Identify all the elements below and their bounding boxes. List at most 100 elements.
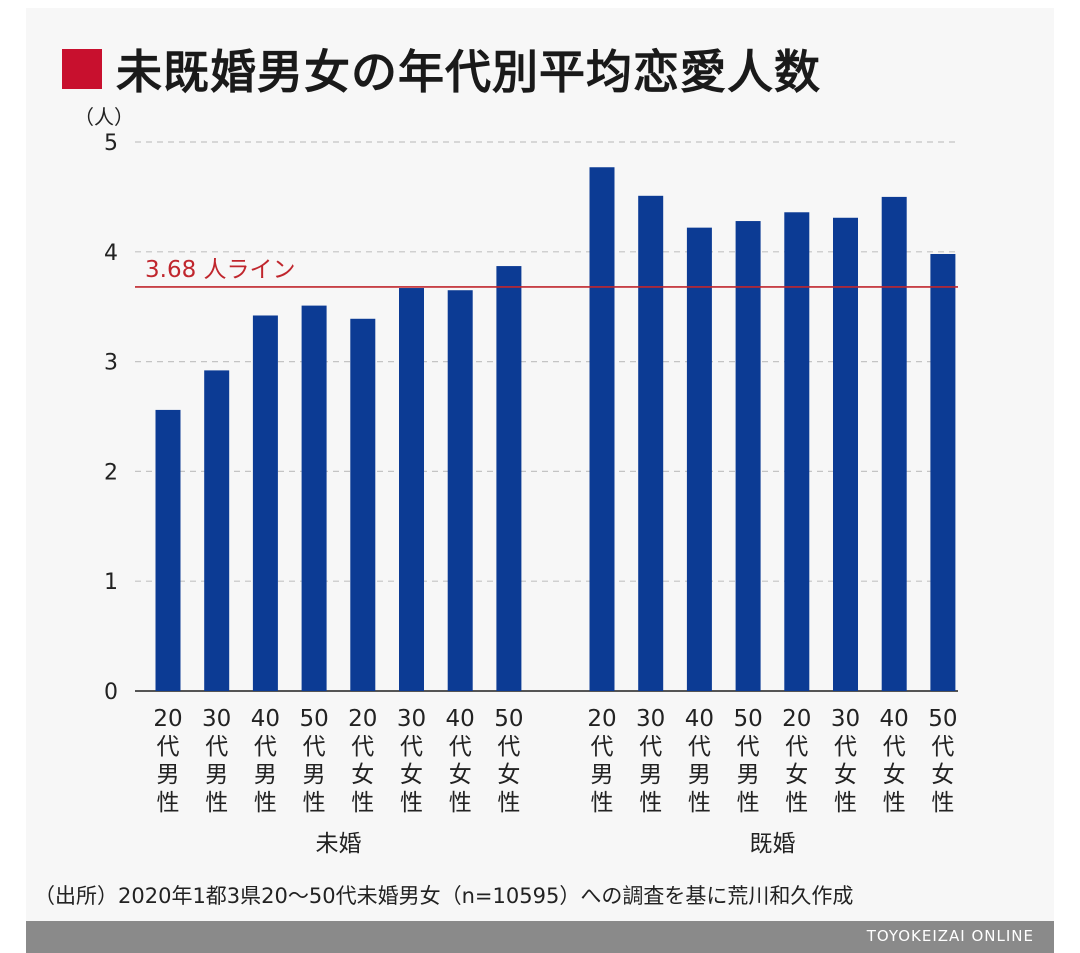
bar bbox=[735, 221, 761, 691]
svg-text:代: 代 bbox=[688, 734, 711, 760]
bar bbox=[447, 290, 473, 691]
bar bbox=[589, 167, 615, 691]
svg-text:代: 代 bbox=[931, 734, 954, 760]
svg-text:性: 性 bbox=[351, 790, 374, 816]
svg-text:性: 性 bbox=[785, 790, 808, 816]
svg-text:女: 女 bbox=[400, 762, 423, 788]
svg-text:代: 代 bbox=[497, 734, 520, 760]
svg-text:性: 性 bbox=[688, 790, 711, 816]
svg-text:性: 性 bbox=[883, 790, 906, 816]
footer-bar: TOYOKEIZAI ONLINE bbox=[26, 921, 1054, 953]
y-tick-label: 2 bbox=[104, 460, 118, 485]
svg-text:性: 性 bbox=[400, 790, 423, 816]
bar bbox=[784, 212, 810, 691]
svg-text:性: 性 bbox=[449, 790, 472, 816]
svg-text:代: 代 bbox=[737, 734, 760, 760]
y-tick-label: 5 bbox=[104, 131, 118, 156]
svg-text:代: 代 bbox=[639, 734, 662, 760]
page-title: 未既婚男女の年代別平均恋愛人数 bbox=[116, 45, 821, 99]
svg-text:20: 20 bbox=[782, 706, 811, 732]
bar bbox=[350, 318, 376, 691]
svg-text:女: 女 bbox=[351, 762, 374, 788]
svg-text:男: 男 bbox=[737, 762, 760, 788]
svg-text:代: 代 bbox=[449, 734, 472, 760]
svg-text:代: 代 bbox=[303, 734, 326, 760]
svg-text:30: 30 bbox=[202, 706, 231, 732]
svg-text:40: 40 bbox=[251, 706, 280, 732]
svg-text:性: 性 bbox=[834, 790, 857, 816]
svg-text:代: 代 bbox=[351, 734, 374, 760]
footer-brand: TOYOKEIZAI ONLINE bbox=[866, 927, 1034, 945]
svg-text:30: 30 bbox=[636, 706, 665, 732]
svg-text:性: 性 bbox=[931, 790, 954, 816]
svg-text:性: 性 bbox=[205, 790, 228, 816]
y-unit-label: （人） bbox=[74, 105, 134, 129]
svg-text:30: 30 bbox=[397, 706, 426, 732]
bar bbox=[638, 195, 664, 691]
svg-text:男: 男 bbox=[303, 762, 326, 788]
svg-text:代: 代 bbox=[205, 734, 228, 760]
svg-text:女: 女 bbox=[449, 762, 472, 788]
svg-text:男: 男 bbox=[205, 762, 228, 788]
y-tick-label: 0 bbox=[104, 680, 118, 705]
bar bbox=[496, 266, 522, 691]
bar bbox=[399, 288, 424, 691]
bar bbox=[930, 253, 956, 691]
bar bbox=[155, 409, 181, 691]
svg-text:30: 30 bbox=[831, 706, 860, 732]
reference-line-label: 3.68 人ライン bbox=[145, 257, 296, 283]
svg-text:20: 20 bbox=[153, 706, 182, 732]
svg-text:代: 代 bbox=[400, 734, 423, 760]
svg-text:代: 代 bbox=[591, 734, 614, 760]
svg-text:男: 男 bbox=[157, 762, 180, 788]
svg-text:20: 20 bbox=[587, 706, 616, 732]
svg-text:50: 50 bbox=[928, 706, 957, 732]
svg-text:女: 女 bbox=[834, 762, 857, 788]
svg-text:女: 女 bbox=[883, 762, 906, 788]
svg-text:50: 50 bbox=[494, 706, 523, 732]
x-tick-labels: 20代男性30代男性40代男性50代男性20代女性30代女性40代女性50代女性… bbox=[153, 706, 957, 816]
bars bbox=[155, 167, 956, 692]
y-tick-label: 1 bbox=[104, 570, 118, 595]
reference-line: 3.68 人ライン bbox=[135, 257, 958, 288]
svg-text:代: 代 bbox=[785, 734, 808, 760]
bar bbox=[301, 305, 327, 691]
svg-text:50: 50 bbox=[733, 706, 762, 732]
chart-title: 未既婚男女の年代別平均恋愛人数 bbox=[62, 34, 821, 104]
svg-text:性: 性 bbox=[157, 790, 180, 816]
svg-text:男: 男 bbox=[639, 762, 662, 788]
svg-text:代: 代 bbox=[834, 734, 857, 760]
svg-text:40: 40 bbox=[880, 706, 909, 732]
svg-text:女: 女 bbox=[785, 762, 808, 788]
svg-text:20: 20 bbox=[348, 706, 377, 732]
bar bbox=[252, 315, 278, 691]
svg-text:代: 代 bbox=[254, 734, 277, 760]
svg-text:性: 性 bbox=[497, 790, 520, 816]
svg-text:40: 40 bbox=[685, 706, 714, 732]
group-labels: 未婚 既婚 bbox=[315, 831, 795, 857]
svg-text:性: 性 bbox=[591, 790, 614, 816]
svg-text:40: 40 bbox=[446, 706, 475, 732]
svg-text:女: 女 bbox=[931, 762, 954, 788]
svg-text:性: 性 bbox=[303, 790, 326, 816]
svg-text:男: 男 bbox=[688, 762, 711, 788]
y-tick-label: 4 bbox=[104, 241, 118, 266]
bar bbox=[686, 227, 712, 692]
svg-text:代: 代 bbox=[883, 734, 906, 760]
bar bbox=[833, 217, 858, 691]
svg-text:女: 女 bbox=[497, 762, 520, 788]
